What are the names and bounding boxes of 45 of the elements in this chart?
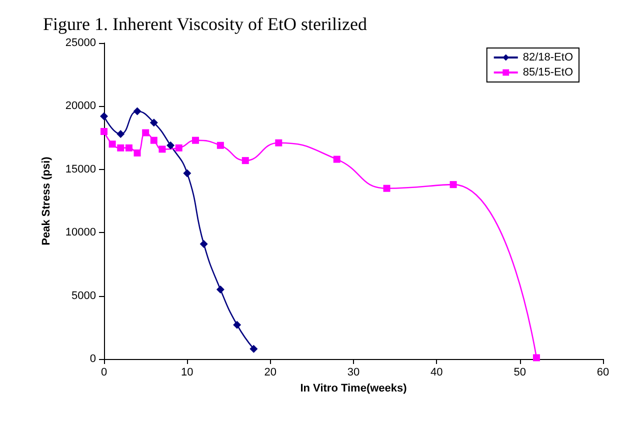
- y-tick-label: 25000: [65, 37, 96, 49]
- chart-title: Figure 1. Inherent Viscosity of EtO sterilized: [43, 14, 368, 34]
- y-axis-title: Peak Stress (psi): [40, 156, 52, 246]
- point: [383, 184, 390, 192]
- point: [183, 169, 192, 178]
- x-tick-label: 20: [264, 366, 276, 378]
- point: [200, 240, 208, 248]
- x-tick-label: 30: [347, 366, 360, 378]
- point: [166, 141, 175, 150]
- x-tick-label: 10: [181, 366, 194, 378]
- point: [150, 118, 158, 127]
- point: [450, 181, 457, 188]
- y-tick-label: 20000: [65, 100, 96, 112]
- point: [250, 344, 258, 353]
- x-tick-label: 60: [596, 366, 610, 378]
- y-tick-label: 0: [90, 353, 96, 365]
- point: [216, 142, 224, 149]
- x-axis-title: In Vitro Time(weeks): [300, 382, 408, 394]
- point: [532, 354, 540, 362]
- y-tick-label: 10000: [65, 226, 96, 239]
- point: [117, 144, 124, 152]
- point: [333, 156, 340, 163]
- y-tick-label: 5000: [72, 290, 96, 302]
- point: [242, 157, 249, 164]
- point: [100, 128, 108, 135]
- point: [108, 140, 116, 148]
- point: [125, 144, 132, 152]
- point: [100, 112, 108, 120]
- y-tick-label: 15000: [65, 163, 96, 176]
- point: [133, 107, 142, 116]
- x-tick-label: 0: [100, 366, 108, 378]
- legend-label: 85/15-EtO: [522, 66, 574, 78]
- point: [116, 130, 125, 138]
- x-tick-label: 50: [514, 366, 526, 378]
- legend-label: 82/18-EtO: [522, 52, 574, 64]
- point: [150, 136, 158, 144]
- point: [192, 136, 199, 144]
- x-tick-label: 40: [430, 366, 443, 378]
- point: [216, 285, 224, 294]
- point: [142, 129, 150, 136]
- point: [158, 146, 166, 153]
- point: [233, 320, 242, 329]
- point: [175, 144, 182, 152]
- point: [134, 149, 141, 156]
- point: [275, 139, 282, 146]
